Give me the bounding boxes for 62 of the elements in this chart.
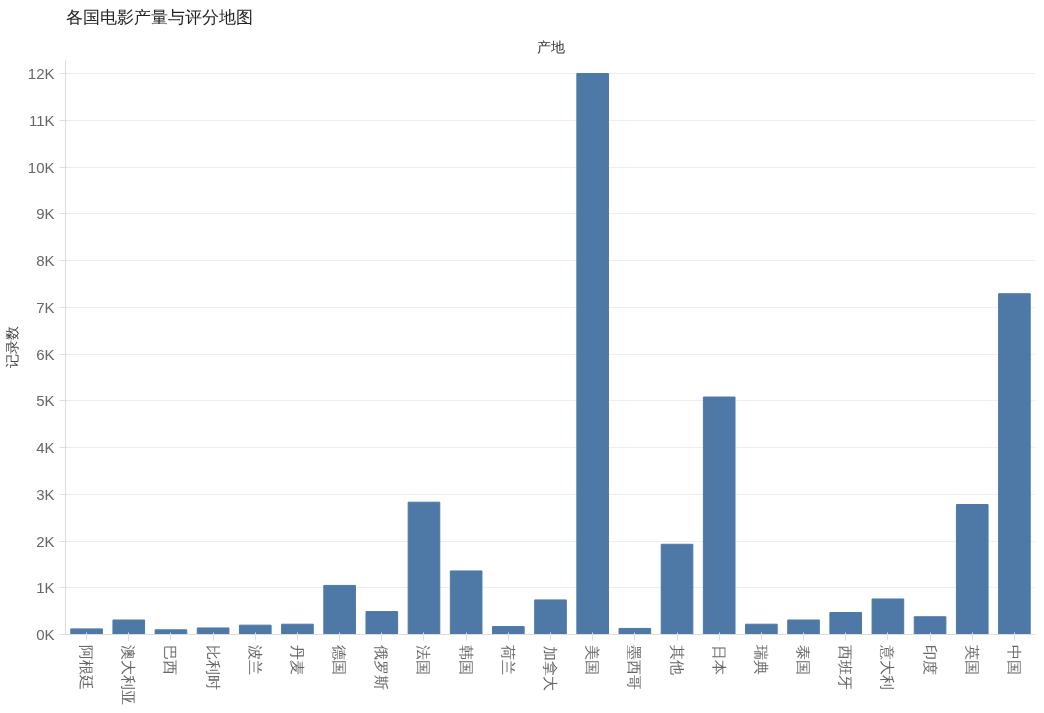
x-tick-label: 泰国 — [795, 645, 813, 676]
x-tick-label: 荷兰 — [499, 645, 517, 676]
y-tick-label: 9K — [36, 205, 55, 223]
bar — [998, 293, 1031, 635]
x-tick-label: 俄罗斯 — [373, 645, 391, 691]
y-tick-label: 3K — [36, 485, 55, 503]
bar — [154, 629, 188, 635]
y-tick-label: 2K — [36, 532, 55, 550]
bar — [534, 599, 567, 635]
bar — [70, 628, 103, 635]
bar — [281, 623, 314, 635]
bar — [238, 624, 272, 635]
bar — [365, 611, 399, 635]
x-tick-label: 巴西 — [162, 645, 180, 676]
x-tick-label: 加拿大 — [542, 645, 559, 691]
bar — [492, 626, 525, 635]
bar — [112, 619, 146, 635]
bar — [323, 584, 356, 635]
y-tick-label: 4K — [36, 439, 55, 457]
x-tick-label: 澳大利亚 — [120, 645, 138, 706]
x-tick-label: 英国 — [963, 645, 981, 676]
x-tick-label: 韩国 — [457, 645, 475, 676]
bar — [955, 504, 989, 635]
bar — [702, 396, 736, 635]
y-tick-label: 5K — [36, 392, 55, 410]
x-tick-label: 其他 — [668, 645, 686, 676]
bar — [829, 612, 863, 635]
bar — [787, 619, 820, 635]
bar — [913, 616, 947, 635]
y-tick-label: 7K — [36, 298, 55, 316]
x-tick-label: 丹麦 — [288, 645, 306, 676]
x-axis-title: 产地 — [536, 38, 565, 55]
y-axis-title: 记录数 — [3, 326, 20, 368]
bar — [660, 543, 694, 635]
bar — [576, 73, 609, 635]
x-tick-label: 波兰 — [246, 645, 264, 676]
x-tick-label: 法国 — [415, 645, 433, 676]
bar — [618, 627, 652, 635]
x-tick-label: 阿根廷 — [78, 645, 96, 691]
y-tick-label: 6K — [36, 345, 55, 363]
x-tick-label: 美国 — [584, 645, 602, 676]
bar — [871, 598, 905, 635]
bar — [745, 623, 778, 635]
y-tick-label: 8K — [36, 252, 55, 270]
bar — [196, 627, 230, 635]
y-tick-label: 0K — [36, 626, 55, 643]
y-tick-label: 10K — [27, 158, 55, 176]
y-tick-label: 1K — [36, 579, 55, 597]
bar — [407, 501, 441, 635]
x-tick-label: 意大利 — [879, 644, 897, 691]
bar — [449, 570, 483, 635]
y-tick-label: 12K — [27, 65, 55, 83]
chart-title: 各国电影产量与评分地图 — [65, 7, 253, 27]
x-tick-label: 中国 — [1005, 645, 1023, 676]
x-tick-label: 西班牙 — [837, 645, 855, 691]
x-tick-label: 墨西哥 — [626, 645, 644, 691]
x-tick-label: 瑞典 — [752, 645, 770, 676]
x-tick-label: 印度 — [921, 645, 939, 676]
x-tick-label: 比利时 — [204, 645, 222, 691]
y-tick-label: 11K — [28, 111, 55, 129]
x-tick-label: 德国 — [331, 645, 349, 676]
x-tick-label: 日本 — [710, 645, 728, 676]
